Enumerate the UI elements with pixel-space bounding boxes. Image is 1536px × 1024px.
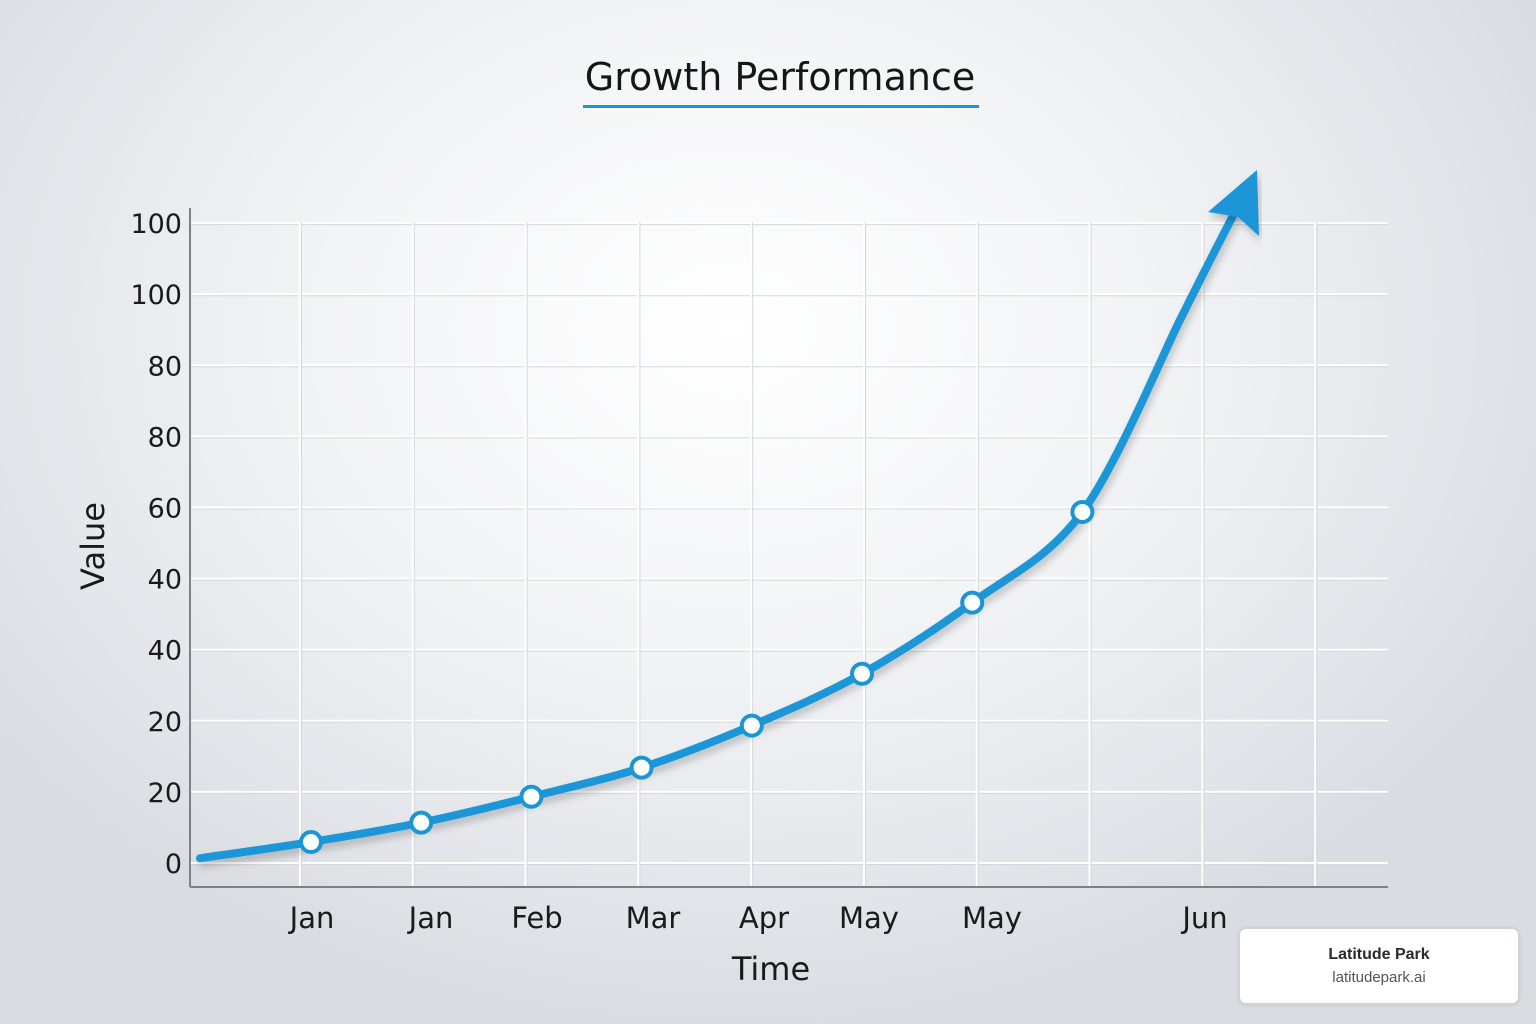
data-point — [629, 755, 654, 780]
x-axis-title: Time — [731, 950, 810, 988]
data-point — [1070, 500, 1095, 524]
y-tick-label: 80 — [148, 351, 182, 382]
series-line — [196, 206, 1240, 863]
y-tick-label: 80 — [148, 422, 182, 453]
data-point — [519, 784, 544, 809]
y-tick-label: 20 — [148, 778, 182, 809]
x-tick-label: Jan — [407, 901, 454, 935]
y-tick-label: 40 — [148, 636, 182, 667]
x-tick-label: May — [839, 901, 899, 935]
x-tick-label: Apr — [739, 901, 789, 935]
y-tick-label: 60 — [148, 494, 182, 525]
y-tick-label: 0 — [165, 849, 182, 880]
data-point — [409, 810, 434, 835]
data-point — [850, 661, 874, 686]
y-tick-label: 100 — [130, 209, 182, 240]
data-point — [739, 713, 764, 738]
y-tick-label: 100 — [130, 280, 182, 311]
x-tick-label: Mar — [626, 901, 681, 935]
watermark-badge: Latitude Park latitudepark.ai — [1238, 927, 1520, 1005]
grid — [190, 222, 1388, 887]
axes — [189, 208, 1388, 888]
y-tick-labels: 0 20 20 40 40 60 80 80 100 100 — [130, 209, 182, 880]
arrow-head — [1208, 170, 1259, 236]
title-underline — [583, 105, 979, 108]
series-growth — [196, 170, 1259, 863]
watermark-name: Latitude Park — [1328, 946, 1430, 963]
x-tick-label: Feb — [511, 901, 562, 935]
watermark-url: latitudepark.ai — [1332, 969, 1426, 986]
data-point — [299, 830, 323, 855]
x-tick-label: Jun — [1180, 901, 1227, 935]
x-tick-label: May — [962, 901, 1022, 935]
y-axis-title: Value — [74, 502, 112, 590]
x-tick-labels: Jan Jan Feb Mar Apr May May Jun — [288, 901, 1228, 935]
y-tick-label: 40 — [148, 565, 182, 596]
x-tick-label: Jan — [288, 901, 335, 935]
data-point — [960, 590, 985, 615]
y-tick-label: 20 — [148, 707, 182, 738]
chart-title: Growth Performance — [585, 55, 975, 99]
